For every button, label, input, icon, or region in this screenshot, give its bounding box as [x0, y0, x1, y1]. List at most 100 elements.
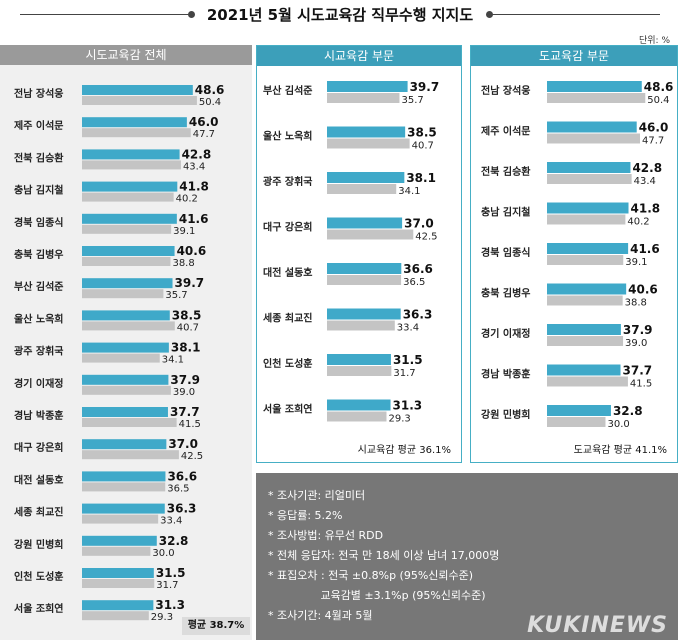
value-label-current: 42.8 [182, 147, 212, 161]
bar-current [82, 213, 177, 224]
value-label-previous: 47.7 [193, 129, 215, 140]
note-line: * 조사기관: 리얼미터 [268, 489, 366, 502]
value-label-previous: 34.1 [162, 355, 184, 366]
value-label-current: 32.8 [159, 534, 189, 548]
value-label-previous: 35.7 [165, 290, 187, 301]
survey-notes: * 조사기관: 리얼미터 * 응답률: 5.2% * 조사방법: 유무선 RDD… [256, 473, 678, 640]
bar-current [327, 81, 408, 92]
bar-current [547, 243, 629, 254]
value-label-previous: 33.4 [160, 516, 182, 527]
bar-current [327, 217, 403, 229]
panel-city-superintendents: 시교육감 부문 부산 김석준 39.7 35.7 울산 노옥희 38.5 40.7 광주 장… [256, 45, 462, 463]
bar-current [327, 172, 405, 183]
category-label: 제주 이석문 [14, 119, 63, 132]
value-label-current: 48.6 [644, 80, 674, 94]
value-label-previous: 43.4 [634, 176, 656, 187]
value-label-previous: 41.5 [630, 379, 652, 390]
bar-previous [82, 289, 164, 299]
bar-current [82, 117, 187, 128]
value-label-current: 36.6 [167, 469, 197, 483]
category-label: 울산 노옥희 [14, 312, 63, 325]
category-label: 경남 박종훈 [481, 368, 530, 381]
value-label-current: 36.3 [167, 502, 197, 516]
bar-current [82, 342, 169, 353]
value-label-previous: 29.3 [151, 612, 173, 623]
value-label-current: 31.5 [393, 353, 423, 367]
bar-previous [82, 546, 151, 556]
value-label-current: 37.0 [168, 437, 198, 451]
note-line: * 조사방법: 유무선 RDD [268, 529, 384, 542]
category-label: 전북 김승환 [481, 165, 531, 178]
category-label: 충남 김지철 [14, 184, 63, 197]
value-label-current: 41.6 [179, 212, 209, 226]
value-label-previous: 38.8 [625, 298, 647, 309]
category-label: 세종 최교진 [14, 506, 63, 519]
panel-province-body: 전남 장석웅 48.6 50.4 제주 이석문 46.0 47.7 전북 김승환 42.8 43… [471, 66, 677, 462]
value-label-previous: 30.0 [152, 548, 174, 559]
category-label: 충남 김지철 [481, 206, 530, 219]
bar-previous [82, 224, 172, 234]
value-label-previous: 39.1 [173, 226, 195, 237]
category-label: 충북 김병우 [481, 287, 530, 300]
value-label-previous: 39.0 [625, 338, 647, 349]
category-label: 강원 민병희 [481, 408, 530, 421]
bar-current [82, 407, 168, 417]
value-label-previous: 50.4 [199, 97, 221, 108]
value-label-current: 48.6 [195, 83, 225, 97]
bar-current [82, 471, 166, 482]
category-label: 제주 이석문 [481, 125, 530, 138]
value-label-previous: 39.0 [173, 387, 195, 398]
value-label-current: 31.3 [155, 598, 185, 612]
bar-current [547, 81, 642, 92]
title-dot-right [486, 11, 493, 18]
value-label-current: 38.1 [406, 171, 436, 185]
bar-current [327, 354, 391, 365]
bar-current [82, 439, 167, 450]
category-label: 서울 조희연 [263, 403, 312, 416]
value-label-previous: 40.2 [627, 217, 649, 228]
category-label: 전남 장석웅 [481, 84, 530, 97]
category-label: 충북 김병우 [14, 248, 63, 261]
panel-all-header: 시도교육감 전체 [0, 45, 252, 65]
bar-current [82, 310, 170, 321]
value-label-current: 39.7 [410, 80, 440, 94]
value-label-current: 41.8 [631, 202, 661, 216]
value-label-previous: 40.7 [177, 322, 199, 333]
bar-previous [547, 214, 626, 225]
value-label-current: 37.7 [623, 364, 653, 378]
bar-current [82, 149, 180, 160]
value-label-previous: 50.4 [647, 95, 669, 106]
bar-current [82, 85, 193, 95]
bar-previous [327, 411, 387, 422]
category-label: 인천 도성훈 [263, 357, 312, 370]
bar-previous [82, 96, 197, 105]
value-label-current: 40.6 [177, 244, 207, 258]
bar-previous [547, 376, 628, 387]
value-label-previous: 42.5 [415, 232, 437, 243]
value-label-previous: 30.0 [608, 419, 630, 430]
value-label-current: 31.5 [156, 566, 186, 580]
bar-current [82, 600, 154, 611]
bar-current [82, 503, 165, 514]
category-label: 전남 장석웅 [14, 87, 63, 100]
bar-previous [547, 336, 624, 346]
value-label-current: 38.5 [172, 308, 202, 322]
category-label: 경남 박종훈 [14, 409, 63, 422]
bar-previous [82, 611, 149, 621]
chart-city: 부산 김석준 39.735.7 울산 노옥희 38.540.7 광주 장휘국 38.134… [263, 80, 440, 425]
category-label: 광주 장휘국 [263, 175, 312, 188]
category-label: 경북 임종식 [481, 246, 530, 259]
chart-province: 전남 장석웅 48.650.4 제주 이석문 46.047.7 전북 김승환 42.843… [481, 80, 674, 430]
category-label: 부산 김석준 [263, 84, 312, 97]
category-label: 세종 최교진 [263, 312, 312, 325]
bar-previous [327, 275, 402, 285]
panel-city-header: 시교육감 부문 [257, 46, 461, 66]
bar-current [327, 399, 391, 411]
category-label: 대구 강은희 [263, 221, 312, 234]
bar-previous [547, 133, 641, 144]
note-line: * 전체 응답자: 전국 만 18세 이상 남녀 17,000명 [268, 549, 500, 562]
note-line: * 조사기간: 4월과 5월 [268, 609, 373, 622]
bar-previous [82, 482, 166, 492]
bar-previous [547, 417, 606, 427]
average-province: 도교육감 평균 41.1% [573, 445, 667, 456]
